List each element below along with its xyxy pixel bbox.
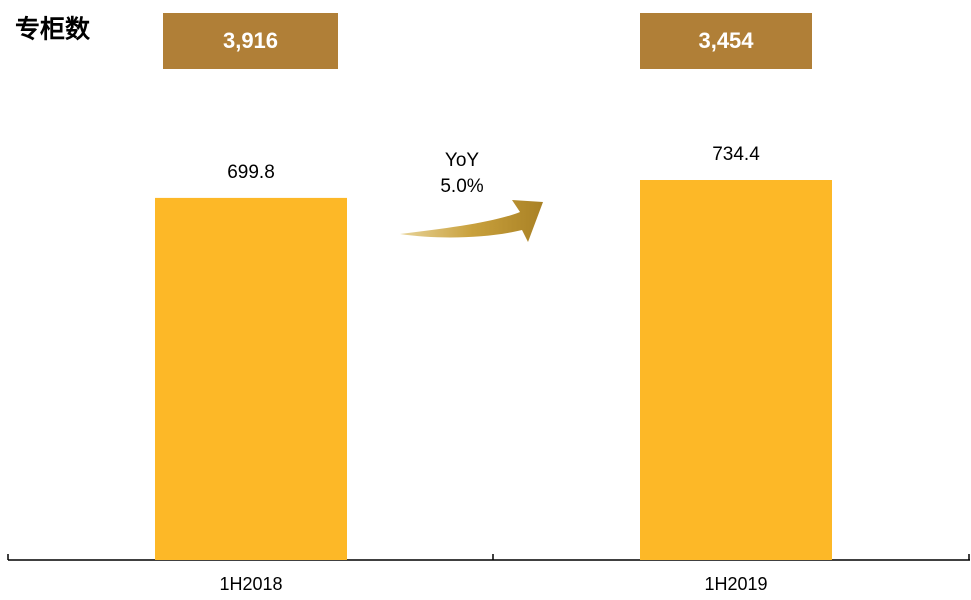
- bar: [155, 197, 347, 560]
- data-label: 699.8: [227, 162, 275, 183]
- counter-box: [640, 13, 812, 69]
- yoy-arrow: [400, 200, 543, 242]
- x-tick-label: 1H2019: [704, 574, 767, 594]
- data-label: 734.4: [712, 144, 760, 165]
- counter-value: 3,916: [223, 28, 278, 53]
- bar: [640, 180, 832, 560]
- counter-title: 专柜数: [15, 15, 91, 44]
- x-tick-label: 1H2018: [219, 574, 282, 594]
- annotation: YoY: [445, 150, 479, 171]
- counter-box: [163, 13, 338, 69]
- counter-value: 3,454: [698, 28, 754, 53]
- annotation: 5.0%: [440, 176, 483, 197]
